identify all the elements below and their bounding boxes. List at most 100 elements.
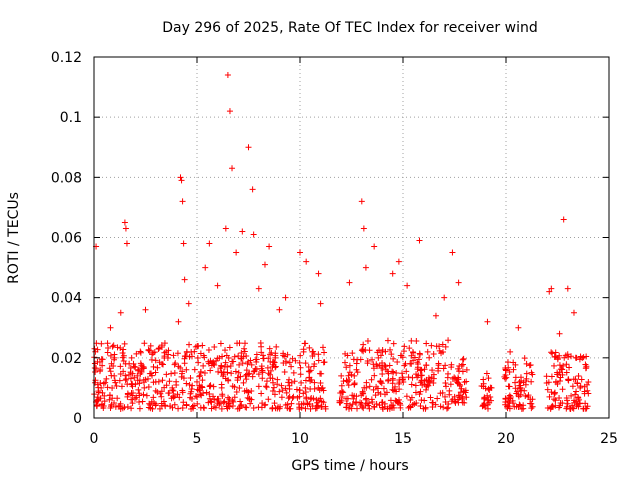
data-point	[311, 385, 318, 392]
data-point	[391, 383, 398, 390]
data-point	[510, 366, 517, 373]
data-point	[358, 198, 365, 205]
data-point	[136, 392, 143, 399]
data-point	[106, 392, 113, 399]
data-point	[512, 379, 519, 386]
data-point	[302, 405, 309, 412]
data-point	[377, 390, 384, 397]
data-point	[194, 355, 201, 362]
data-point	[169, 404, 176, 411]
data-point	[377, 379, 384, 386]
data-point	[353, 398, 360, 405]
data-point	[152, 387, 159, 394]
data-point	[186, 341, 193, 348]
data-point	[546, 393, 553, 400]
data-point	[455, 279, 462, 286]
data-point	[480, 376, 487, 383]
data-point	[117, 309, 124, 316]
data-point	[442, 343, 449, 350]
data-point	[437, 403, 444, 410]
data-point	[306, 374, 313, 381]
data-point	[529, 371, 536, 378]
data-point	[512, 385, 519, 392]
data-point	[510, 359, 517, 366]
data-point	[577, 384, 584, 391]
data-point	[107, 352, 114, 359]
data-point	[349, 401, 356, 408]
data-point	[571, 397, 578, 404]
data-point	[379, 348, 386, 355]
data-point	[424, 348, 431, 355]
data-point	[234, 374, 241, 381]
data-point	[265, 355, 272, 362]
data-point	[382, 363, 389, 370]
data-point	[306, 368, 313, 375]
data-point	[163, 382, 170, 389]
data-point	[463, 366, 470, 373]
data-point	[121, 340, 128, 347]
data-point	[231, 353, 238, 360]
data-point	[389, 375, 396, 382]
data-point	[276, 306, 283, 313]
data-point	[523, 375, 530, 382]
x-tick-label: 0	[90, 431, 99, 447]
data-point	[551, 353, 558, 360]
data-point	[561, 354, 568, 361]
data-point	[296, 387, 303, 394]
data-point	[134, 367, 141, 374]
data-point	[298, 401, 305, 408]
data-point	[407, 404, 414, 411]
data-point	[546, 288, 553, 295]
data-point	[429, 367, 436, 374]
data-point	[108, 401, 115, 408]
data-point	[159, 377, 166, 384]
data-point	[507, 348, 514, 355]
data-point	[183, 402, 190, 409]
data-point	[418, 378, 425, 385]
data-point	[238, 355, 245, 362]
y-tick-label: 0.1	[60, 110, 82, 126]
x-tick-label: 25	[600, 431, 618, 447]
data-point	[311, 360, 318, 367]
plot-frame	[93, 56, 610, 419]
data-point	[378, 365, 385, 372]
data-point	[207, 367, 214, 374]
data-point	[320, 399, 327, 406]
data-point	[393, 369, 400, 376]
data-point	[446, 387, 453, 394]
data-point	[563, 361, 570, 368]
data-point	[408, 360, 415, 367]
data-point	[485, 375, 492, 382]
chart-title: Day 296 of 2025, Rate Of TEC Index for r…	[162, 20, 537, 36]
data-point	[413, 337, 420, 344]
data-point	[389, 368, 396, 375]
data-point	[460, 355, 467, 362]
data-point	[411, 354, 418, 361]
data-point	[449, 249, 456, 256]
data-point	[302, 384, 309, 391]
data-point	[417, 403, 424, 410]
data-point	[237, 398, 244, 405]
data-point	[372, 392, 379, 399]
data-point	[191, 366, 198, 373]
data-point	[171, 370, 178, 377]
data-point	[461, 399, 468, 406]
data-point	[235, 353, 242, 360]
data-point	[224, 363, 231, 370]
data-point	[239, 228, 246, 235]
data-point	[373, 383, 380, 390]
data-point	[315, 357, 322, 364]
data-point	[382, 366, 389, 373]
data-point	[120, 346, 127, 353]
data-point	[117, 370, 124, 377]
data-point	[145, 404, 152, 411]
data-point	[144, 375, 151, 382]
data-point	[371, 243, 378, 250]
data-point	[322, 405, 329, 412]
data-point	[178, 177, 185, 184]
data-point	[315, 402, 322, 409]
data-point	[91, 345, 98, 352]
data-point	[559, 371, 566, 378]
data-point	[406, 403, 413, 410]
data-point	[210, 393, 217, 400]
